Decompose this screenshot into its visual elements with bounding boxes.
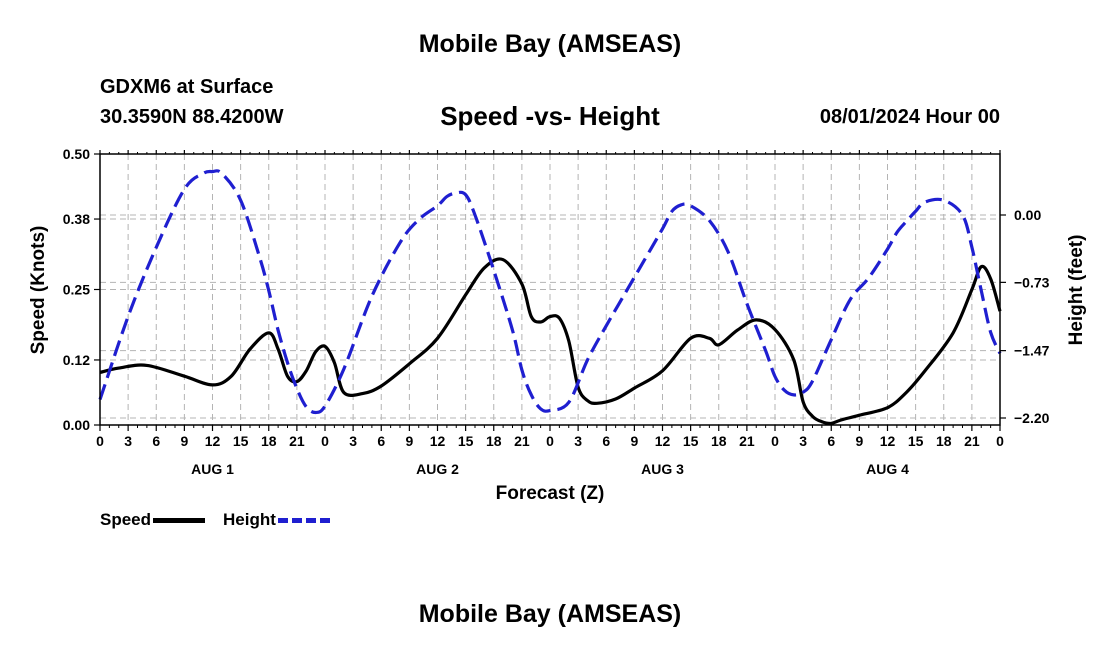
station-id: GDXM6 at Surface (100, 76, 274, 98)
x-tick-label: 12 (655, 433, 671, 449)
y-right-tick-label: −0.73 (1014, 274, 1050, 290)
x-tick-label: 15 (908, 433, 924, 449)
series-line-height (98, 169, 1002, 415)
x-tick-label: 18 (261, 433, 277, 449)
x-tick-label: 0 (321, 433, 329, 449)
page-title-repeat: Mobile Bay (AMSEAS) (418, 600, 682, 628)
series-layer (98, 169, 1002, 426)
x-tick-label: 15 (233, 433, 249, 449)
series-line-speed (99, 257, 1002, 426)
y-left-tick-label: 0.12 (63, 352, 90, 368)
y-left-tick-label: 0.50 (63, 146, 90, 162)
legend-speed-label: Speed (100, 510, 152, 529)
x-tick-label: 18 (711, 433, 727, 449)
x-day-label: AUG 3 (641, 461, 684, 477)
x-tick-label: 15 (683, 433, 699, 449)
x-tick-label: 6 (152, 433, 160, 449)
legend-height: Height (223, 510, 330, 530)
grid-lines (100, 154, 1000, 425)
x-tick-label: 3 (574, 433, 582, 449)
x-tick-label: 0 (546, 433, 554, 449)
legend: Speed Height (100, 509, 348, 531)
x-tick-label: 6 (827, 433, 835, 449)
y-axis-left-title: Speed (Knots) (28, 226, 49, 355)
chart-title: Speed -vs- Height (440, 101, 660, 131)
y-left-tick-label: 0.38 (63, 211, 90, 227)
x-tick-label: 6 (602, 433, 610, 449)
x-tick-label: 15 (458, 433, 474, 449)
x-tick-label: 0 (96, 433, 104, 449)
y-left-tick-label: 0.00 (63, 417, 90, 433)
y-right-tick-label: −1.47 (1014, 343, 1050, 359)
x-day-label: AUG 4 (866, 461, 909, 477)
x-day-label: AUG 1 (191, 461, 234, 477)
y-right-tick-label: 0.00 (1014, 207, 1041, 223)
x-tick-label: 9 (630, 433, 638, 449)
x-tick-label: 18 (486, 433, 502, 449)
x-day-label: AUG 2 (416, 461, 459, 477)
legend-height-swatch (277, 517, 330, 523)
legend-speed-swatch (153, 517, 206, 523)
run-time: 08/01/2024 Hour 00 (819, 106, 1000, 128)
legend-speed: Speed (100, 510, 206, 530)
y-left-tick-label: 0.25 (63, 282, 90, 298)
x-tick-label: 6 (377, 433, 385, 449)
x-tick-label: 9 (405, 433, 413, 449)
x-tick-label: 12 (880, 433, 896, 449)
page-title: Mobile Bay (AMSEAS) (418, 30, 682, 58)
x-tick-label: 21 (514, 433, 530, 449)
y-axis-right-title: Height (feet) (1066, 235, 1087, 346)
x-tick-label: 3 (349, 433, 357, 449)
x-tick-label: 3 (124, 433, 132, 449)
x-axis-title: Forecast (Z) (496, 483, 605, 504)
x-tick-label: 9 (180, 433, 188, 449)
x-tick-label: 21 (964, 433, 980, 449)
y-right-tick-label: −2.20 (1014, 410, 1050, 426)
x-tick-label: 9 (855, 433, 863, 449)
station-coordinates: 30.3590N 88.4200W (100, 106, 284, 128)
speed-height-chart: 0 3 6 9 12 15 18 21 0 3 6 9 12 15 18 21 0 3 6 9 12 15 18 21 0 3 6 9… (28, 146, 1087, 504)
legend-height-label: Height (223, 510, 276, 529)
x-tick-label: 18 (936, 433, 952, 449)
axes: 0 3 6 9 12 15 18 21 0 3 6 9 12 15 18 21 0 3 6 9 12 15 18 21 0 3 6 9… (63, 146, 1050, 477)
x-tick-label: 12 (430, 433, 446, 449)
x-tick-label: 3 (799, 433, 807, 449)
x-tick-label: 0 (771, 433, 779, 449)
x-tick-label: 21 (739, 433, 755, 449)
x-tick-label: 0 (996, 433, 1004, 449)
x-tick-label: 21 (289, 433, 305, 449)
x-tick-label: 12 (205, 433, 221, 449)
